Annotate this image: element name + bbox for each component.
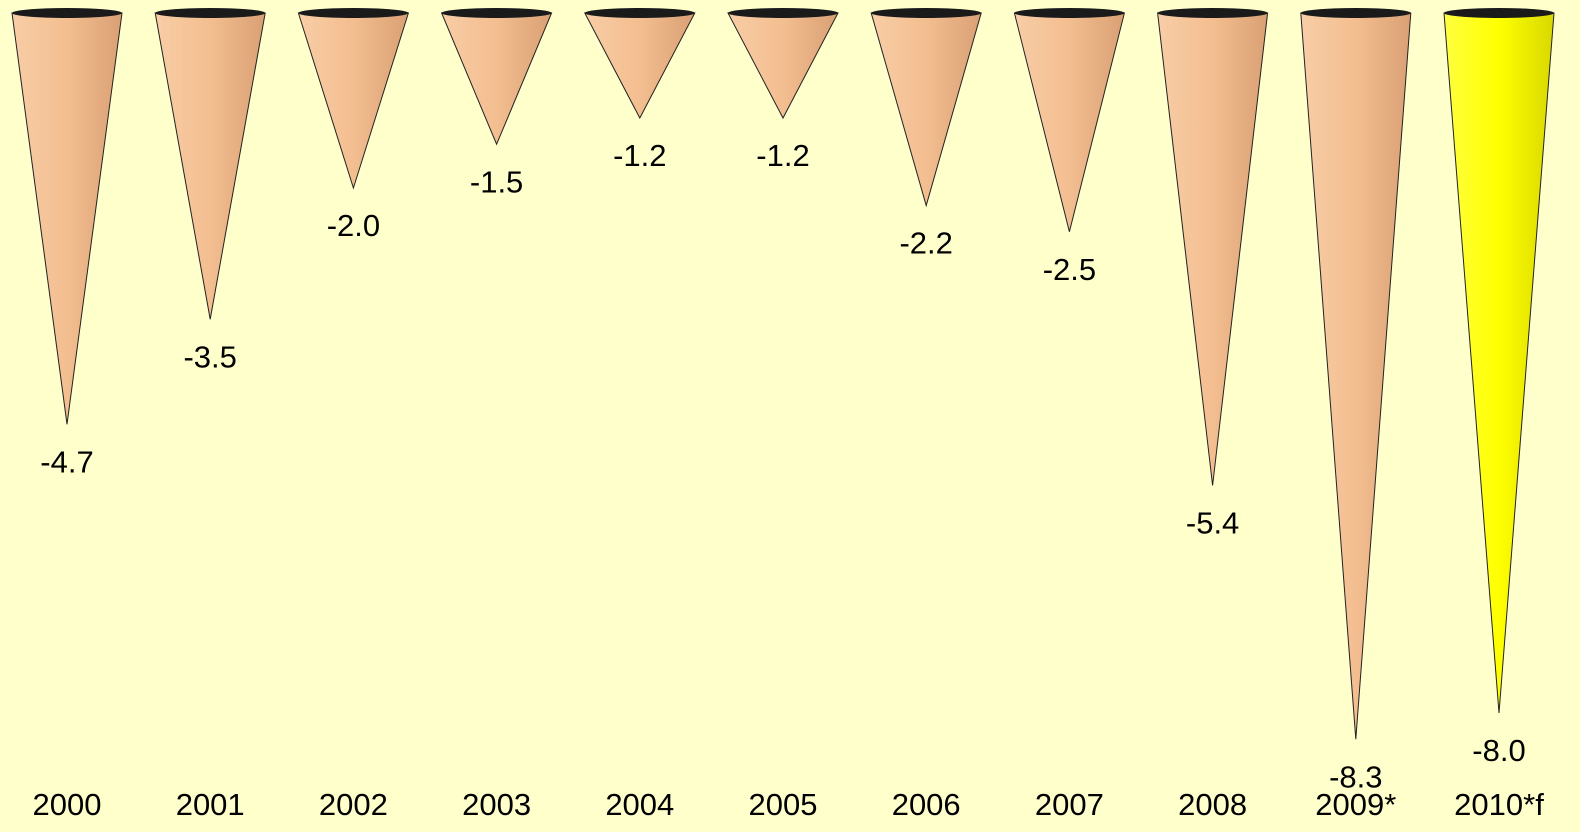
cone-top-2008	[1158, 8, 1268, 18]
cones-layer	[12, 8, 1554, 739]
cone-top-2000	[12, 8, 122, 18]
value-label-2008: -5.4	[1186, 506, 1239, 541]
category-label-2006: 2006	[892, 787, 961, 822]
cone-top-2007	[1014, 8, 1124, 18]
category-label-2003: 2003	[462, 787, 531, 822]
category-label-2002: 2002	[319, 787, 388, 822]
category-label-2004: 2004	[605, 787, 674, 822]
cone-bar-2005	[728, 13, 838, 118]
cone-bar-2008	[1158, 13, 1268, 486]
cone-bar-2001	[155, 13, 265, 319]
cone-bar-2000	[12, 13, 122, 424]
category-label-2005: 2005	[749, 787, 818, 822]
value-label-2003: -1.5	[470, 164, 523, 199]
value-label-2007: -2.5	[1043, 252, 1096, 287]
cone-bar-2007	[1014, 13, 1124, 232]
cone-top-2001	[155, 8, 265, 18]
value-label-2006: -2.2	[899, 226, 952, 261]
value-label-2002: -2.0	[327, 208, 380, 243]
cone-top-2009*	[1301, 8, 1411, 18]
category-label-2000: 2000	[33, 787, 102, 822]
category-label-2001: 2001	[176, 787, 245, 822]
cone-top-2002	[298, 8, 408, 18]
cone-bar-2006	[871, 13, 981, 206]
cone-bar-2002	[298, 13, 408, 188]
cone-top-2004	[585, 8, 695, 18]
category-label-2008: 2008	[1178, 787, 1247, 822]
value-label-2004: -1.2	[613, 138, 666, 173]
cone-bar-2004	[585, 13, 695, 118]
cone-top-2003	[442, 8, 552, 18]
cone-top-2010*f	[1444, 8, 1554, 18]
cone-bar-2003	[442, 13, 552, 144]
value-label-2005: -1.2	[756, 138, 809, 173]
category-label-2007: 2007	[1035, 787, 1104, 822]
cone-bar-2009*	[1301, 13, 1411, 739]
value-label-2010*f: -8.0	[1472, 733, 1525, 768]
category-label-2010*f: 2010*f	[1454, 787, 1544, 822]
cone-top-2005	[728, 8, 838, 18]
category-label-2009*: 2009*	[1315, 787, 1396, 822]
cone-top-2006	[871, 8, 981, 18]
value-label-2000: -4.7	[40, 444, 93, 479]
labels-layer: -4.7 2000 -3.5 2001 -2.0 2002 -1.5 2003 -1.2 2004…	[33, 138, 1545, 822]
cone-bar-2010*f	[1444, 13, 1554, 713]
value-label-2001: -3.5	[183, 339, 236, 374]
